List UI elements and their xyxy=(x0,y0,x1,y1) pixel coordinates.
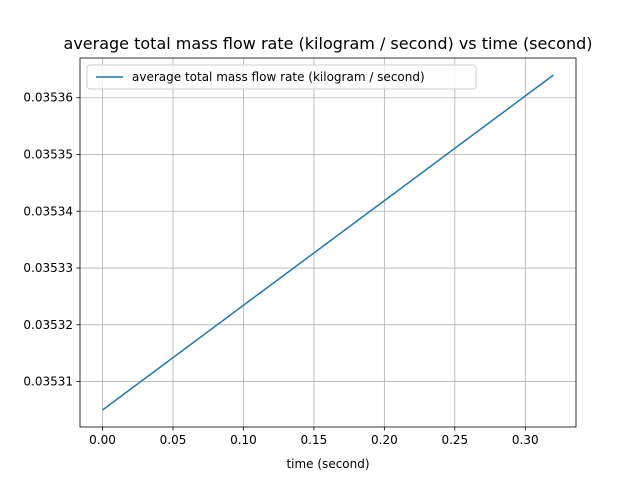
y-tick-label: 0.03533 xyxy=(23,261,73,275)
y-tick-label: 0.03532 xyxy=(23,318,73,332)
legend-label: average total mass flow rate (kilogram /… xyxy=(132,70,425,84)
series-line xyxy=(102,74,554,411)
x-tick-label: 0.15 xyxy=(301,433,328,447)
x-tick-label: 0.10 xyxy=(230,433,257,447)
x-tick-label: 0.20 xyxy=(371,433,398,447)
x-axis-label: time (second) xyxy=(286,457,369,471)
x-tick-label: 0.05 xyxy=(160,433,187,447)
y-tick-label: 0.03535 xyxy=(23,148,73,162)
plot-area: 0.00 0.05 0.10 0.15 0.20 0.25 0.30 0.03531 0.035… xyxy=(23,57,577,447)
legend-box xyxy=(86,64,477,90)
y-tick-label: 0.03531 xyxy=(23,375,73,389)
y-tick-label: 0.03536 xyxy=(23,91,73,105)
x-tick-label: 0.30 xyxy=(512,433,539,447)
chart-title: average total mass flow rate (kilogram /… xyxy=(64,34,593,53)
x-tick-label: 0.00 xyxy=(89,433,116,447)
y-tick-label: 0.03534 xyxy=(23,204,73,218)
x-tick-label: 0.25 xyxy=(441,433,468,447)
plot-frame xyxy=(79,57,577,428)
